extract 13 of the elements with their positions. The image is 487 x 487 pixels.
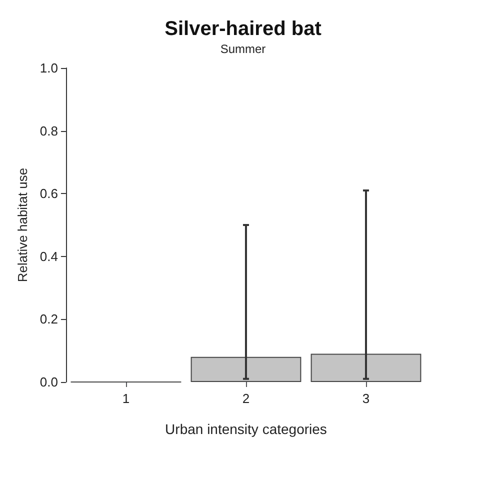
chart-title: Silver-haired bat [164,18,322,40]
x-tick-label: 3 [362,391,370,406]
chart-subtitle: Summer [220,42,266,56]
x-axis-title: Urban intensity categories [165,421,327,437]
y-tick-label: 0.8 [40,123,58,138]
x-tick-label: 1 [122,391,130,406]
y-tick-label: 0.0 [40,374,58,390]
y-axis-title: Relative habitat use [15,168,30,282]
x-tick-label: 2 [242,391,250,406]
y-tick-label: 1.0 [40,60,58,76]
y-tick-label: 0.6 [40,186,58,202]
y-tick-label: 0.2 [40,312,58,327]
y-tick-label: 0.4 [40,248,58,264]
